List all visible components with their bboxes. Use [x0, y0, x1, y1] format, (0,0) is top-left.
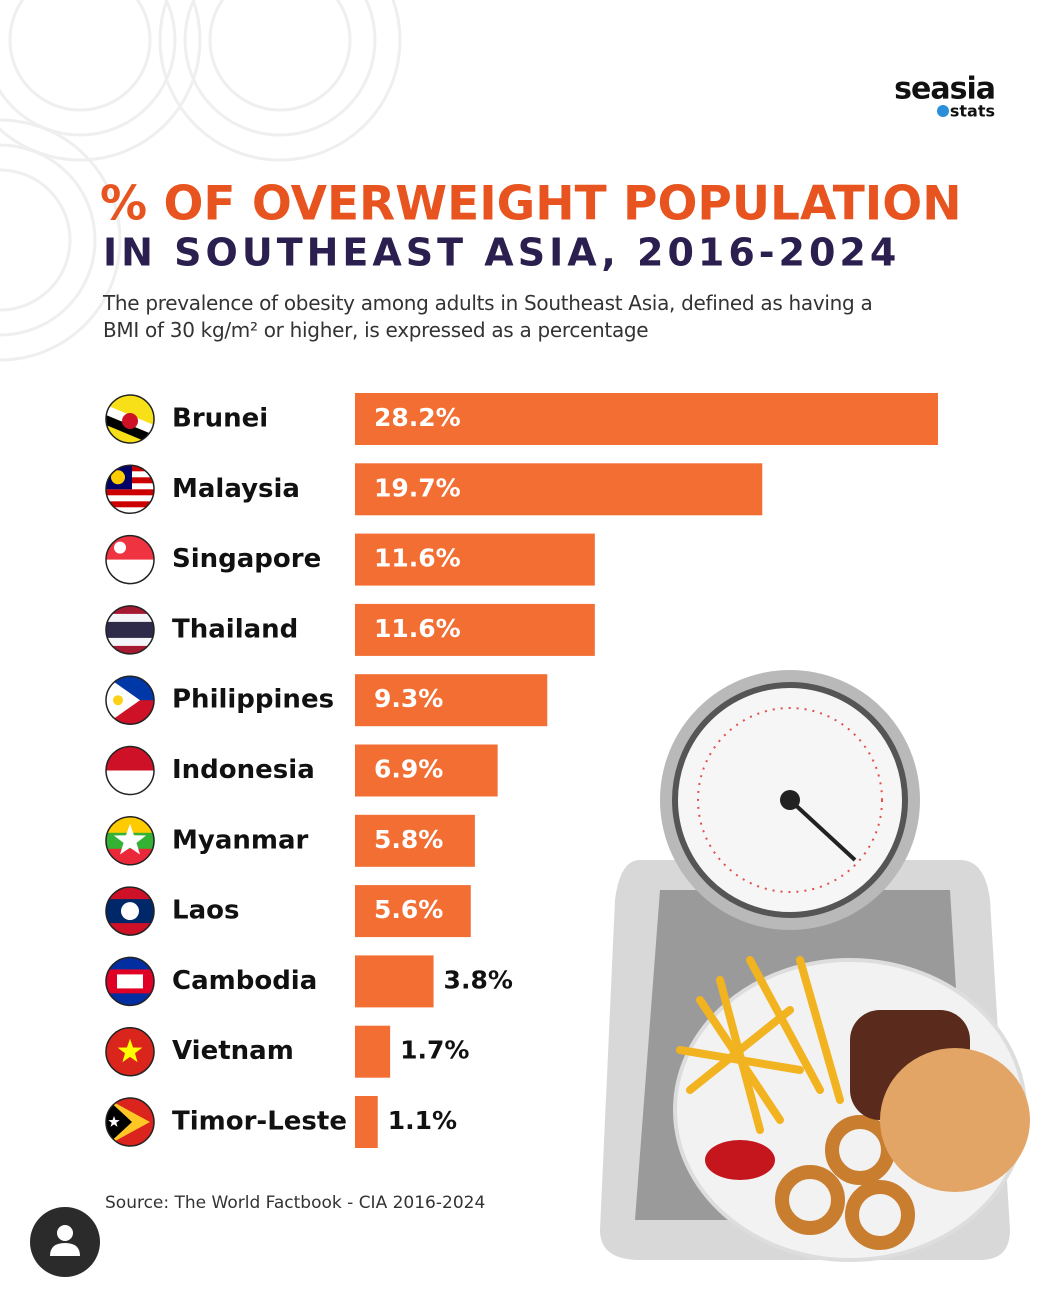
flag-triangle: [106, 1098, 132, 1146]
flag: [106, 605, 154, 654]
flag-border: [105, 886, 155, 936]
bar: [355, 744, 498, 797]
value-label: 1.1%: [388, 1106, 457, 1135]
category-label: Cambodia: [172, 966, 317, 996]
flag-border: [105, 534, 155, 585]
scale-illustration: [600, 670, 1030, 1262]
flag-star: [117, 1038, 143, 1063]
category-label: Laos: [172, 896, 239, 926]
flag-stripe: [106, 993, 154, 1006]
flag-stripe: [106, 501, 154, 508]
category-label: Timor-Leste: [172, 1107, 347, 1137]
chart-title: % OF OVERWEIGHT POPULATION: [100, 177, 962, 232]
flag-border: [105, 605, 155, 655]
category-label: Malaysia: [172, 474, 300, 504]
flag-stripe: [106, 629, 154, 639]
flag-stripe: [106, 645, 154, 654]
bar: [355, 393, 938, 445]
flag-star: [113, 823, 147, 855]
flag-band: [106, 415, 154, 443]
bar: [355, 814, 475, 867]
flag: [106, 395, 154, 443]
flag-star: [108, 1116, 120, 1127]
bar: [355, 603, 595, 656]
value-label: 9.3%: [374, 684, 443, 713]
bar: [355, 885, 471, 938]
brand-tagline: stats: [950, 102, 995, 121]
avatar-icon[interactable]: [30, 1207, 100, 1277]
flag-stripe: [106, 746, 154, 771]
flag-stripe: [106, 535, 154, 561]
flag-border: [105, 464, 155, 515]
flag-stripe: [106, 507, 154, 514]
flag-border: [105, 675, 155, 725]
category-label: Singapore: [172, 544, 321, 574]
value-label: 5.8%: [374, 825, 443, 854]
source-note: Source: The World Factbook - CIA 2016-20…: [105, 1193, 486, 1213]
category-label: Thailand: [172, 614, 298, 644]
flag-moon: [114, 541, 126, 554]
bar: [355, 1025, 391, 1078]
chart-subtitle: The prevalence of obesity among adults i…: [103, 291, 873, 342]
flag: [106, 1027, 154, 1076]
value-label: 5.6%: [374, 895, 443, 924]
flag-stripe: [106, 495, 154, 502]
bar: [355, 533, 595, 586]
flag-stripe: [106, 559, 154, 584]
flag-stripe: [106, 770, 154, 795]
category-label: Brunei: [172, 404, 268, 434]
flag-stripe: [106, 605, 154, 615]
value-label: 11.6%: [374, 544, 461, 573]
flag-emblem: [122, 413, 138, 429]
bar: [355, 674, 548, 727]
value-label: 28.2%: [374, 403, 461, 432]
flag-border: [105, 816, 155, 866]
category-label: Vietnam: [172, 1036, 294, 1066]
value-label: 6.9%: [374, 755, 443, 784]
flag-stripe: [106, 637, 154, 647]
flag-border: [105, 1097, 155, 1147]
flag-border: [105, 956, 155, 1007]
bar: [355, 1096, 378, 1148]
background-decoration: [0, 0, 402, 362]
flag-stripe: [106, 489, 154, 496]
brand-name: seasia: [894, 72, 995, 107]
flag: [106, 887, 154, 936]
flag-border: [105, 745, 155, 796]
value-label: 1.7%: [400, 1036, 469, 1065]
value-label: 19.7%: [374, 473, 461, 502]
bar: [355, 463, 763, 516]
flag-disc: [121, 902, 139, 921]
flag-border: [105, 394, 155, 444]
chart-title-line-2: IN SOUTHEAST ASIA, 2016-2024: [103, 231, 900, 275]
value-label: 11.6%: [374, 614, 461, 643]
flag-temple: [117, 974, 143, 989]
value-label: 3.8%: [444, 965, 513, 994]
flag-stripe: [106, 923, 154, 936]
category-label: Indonesia: [172, 755, 315, 785]
flag-stripe: [106, 613, 154, 623]
flag-stripe: [106, 621, 154, 631]
brand-dot: [937, 105, 949, 117]
flag-sun: [113, 695, 123, 706]
flag: [106, 1098, 154, 1146]
flag-border: [105, 1026, 155, 1077]
category-label: Myanmar: [172, 825, 309, 855]
category-label: Philippines: [172, 685, 334, 715]
flag-moon: [111, 470, 125, 485]
bar: [355, 955, 434, 1008]
